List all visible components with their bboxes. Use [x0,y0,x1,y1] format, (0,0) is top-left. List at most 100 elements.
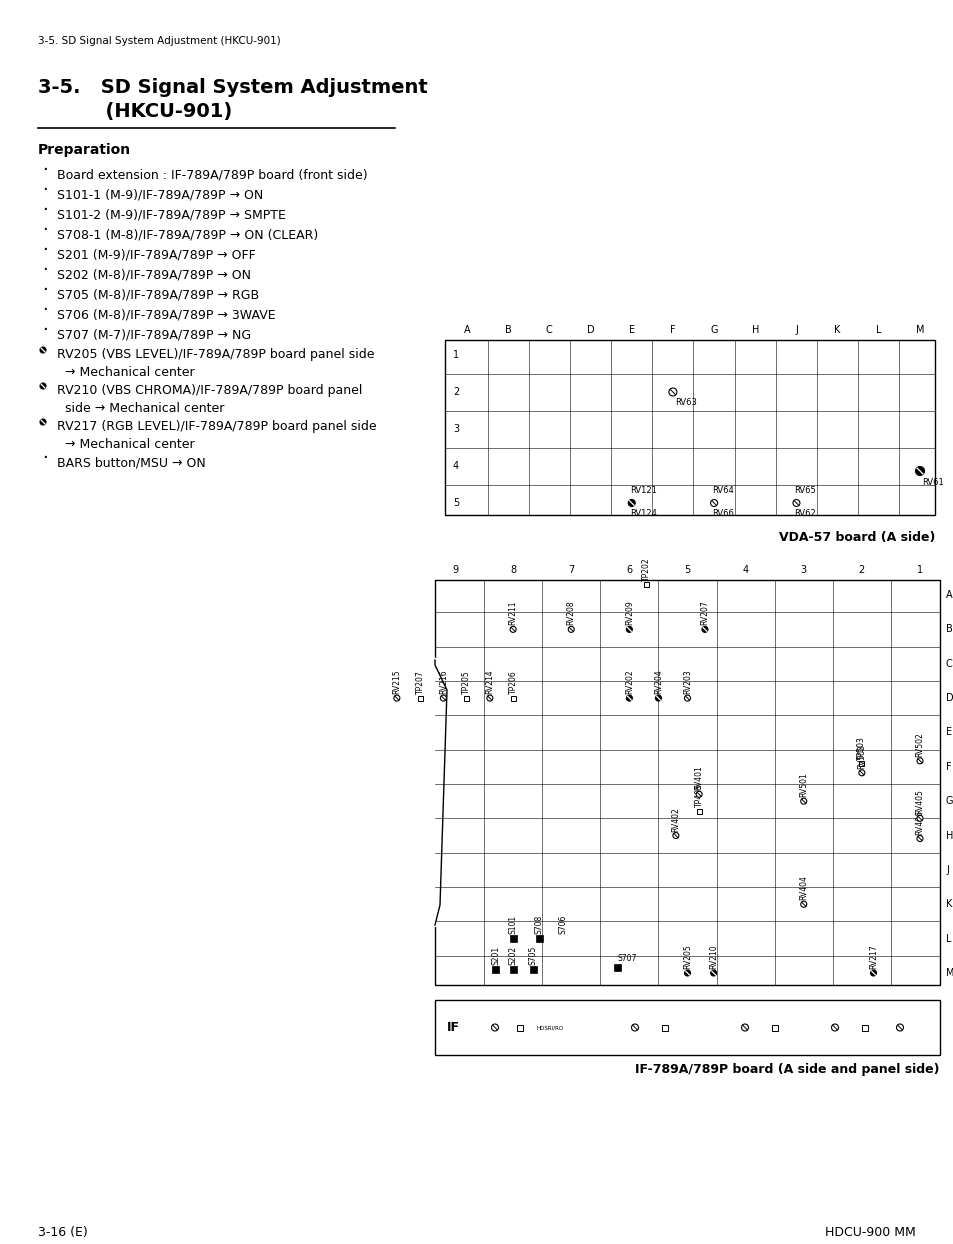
Text: → Mechanical center: → Mechanical center [65,366,194,379]
Text: RV211: RV211 [508,601,517,626]
Text: side → Mechanical center: side → Mechanical center [65,402,224,415]
Circle shape [792,500,800,506]
Text: IF: IF [447,1021,459,1034]
Text: TP205: TP205 [461,671,471,694]
Circle shape [491,1024,498,1031]
Text: S708-1 (M-8)/IF-789A/789P → ON (CLEAR): S708-1 (M-8)/IF-789A/789P → ON (CLEAR) [57,228,318,241]
Text: 3: 3 [800,565,806,575]
Text: ·: · [42,301,48,318]
Text: RV205: RV205 [682,944,691,969]
Text: RV216: RV216 [438,669,447,694]
Text: RV215: RV215 [392,669,401,694]
Circle shape [440,695,446,702]
Text: A: A [945,590,952,600]
Text: RV203: RV203 [682,669,691,694]
Bar [643,582,649,587]
Circle shape [916,815,923,821]
Text: RV62: RV62 [794,509,816,518]
Text: E: E [945,728,951,738]
Circle shape [800,799,806,804]
Circle shape [626,627,632,632]
Circle shape [628,500,635,506]
Circle shape [710,970,716,977]
Text: HDCU-900 MM: HDCU-900 MM [824,1227,915,1239]
Text: S708: S708 [535,914,543,934]
Circle shape [800,901,806,907]
Text: TP206: TP206 [508,671,517,694]
Text: RV124: RV124 [629,509,656,518]
Circle shape [626,695,632,702]
Text: J: J [945,865,948,875]
Bar [859,761,863,766]
Circle shape [655,695,660,702]
Bar [536,935,542,942]
Circle shape [684,970,690,977]
Circle shape [831,1024,838,1031]
Text: ·: · [42,321,48,340]
Text: S705 (M-8)/IF-789A/789P → RGB: S705 (M-8)/IF-789A/789P → RGB [57,289,259,301]
Text: 1: 1 [453,350,458,360]
Text: 8: 8 [510,565,516,575]
Text: S706: S706 [558,914,566,934]
Text: C: C [545,325,552,335]
Text: RV217: RV217 [868,944,877,969]
Text: D: D [945,693,953,703]
Bar [435,580,939,985]
Circle shape [696,791,701,797]
Text: ·: · [42,241,48,259]
Circle shape [510,627,516,632]
Text: 2: 2 [453,387,458,397]
Text: 3-5.   SD Signal System Adjustment: 3-5. SD Signal System Adjustment [38,78,427,97]
Text: 7: 7 [568,565,574,575]
Text: ·: · [42,261,48,279]
Circle shape [568,627,574,632]
Text: 2: 2 [858,565,864,575]
Text: 1: 1 [916,565,923,575]
Text: B: B [945,624,952,634]
Text: → Mechanical center: → Mechanical center [65,438,194,452]
Text: TP503: TP503 [857,736,865,760]
Circle shape [701,627,707,632]
Text: ·: · [42,449,48,466]
Text: S202 (M-8)/IF-789A/789P → ON: S202 (M-8)/IF-789A/789P → ON [57,267,251,281]
Text: RV217 (RGB LEVEL)/IF-789A/789P board panel side: RV217 (RGB LEVEL)/IF-789A/789P board pan… [57,420,376,433]
Text: RV209: RV209 [624,601,633,626]
Text: RV405: RV405 [915,790,923,815]
Text: RV64: RV64 [711,486,733,495]
Bar [696,809,700,814]
Text: RV502: RV502 [915,731,923,756]
Text: S706 (M-8)/IF-789A/789P → 3WAVE: S706 (M-8)/IF-789A/789P → 3WAVE [57,309,275,321]
Bar [464,695,469,700]
Text: A: A [463,325,470,335]
Text: E: E [628,325,634,335]
Circle shape [40,383,46,389]
Text: L: L [875,325,881,335]
Text: F: F [669,325,675,335]
Circle shape [916,836,923,841]
Circle shape [684,695,690,702]
Text: 5: 5 [453,498,458,508]
Text: H: H [751,325,759,335]
Text: RV501: RV501 [799,773,807,797]
Circle shape [740,1024,748,1031]
Text: RV401: RV401 [694,765,703,790]
Text: 6: 6 [626,565,632,575]
Text: K: K [945,899,951,909]
Text: 4: 4 [741,565,748,575]
Text: VDA-57 board (A side): VDA-57 board (A side) [778,531,934,544]
Text: S201: S201 [491,945,499,964]
Text: 3-5. SD Signal System Adjustment (HKCU-901): 3-5. SD Signal System Adjustment (HKCU-9… [38,36,280,46]
Text: G: G [710,325,717,335]
Bar [530,967,537,973]
Text: Board extension : IF-789A/789P board (front side): Board extension : IF-789A/789P board (fr… [57,168,367,180]
Text: RV214: RV214 [485,669,494,694]
Text: RV210 (VBS CHROMA)/IF-789A/789P board panel: RV210 (VBS CHROMA)/IF-789A/789P board pa… [57,384,362,397]
Bar [510,695,515,700]
Text: ·: · [42,221,48,239]
Text: S707 (M-7)/IF-789A/789P → NG: S707 (M-7)/IF-789A/789P → NG [57,328,251,341]
Text: C: C [945,659,952,669]
Text: S705: S705 [528,945,537,964]
Bar [435,1000,939,1055]
Text: RV66: RV66 [711,509,733,518]
Text: RV65: RV65 [794,486,816,495]
